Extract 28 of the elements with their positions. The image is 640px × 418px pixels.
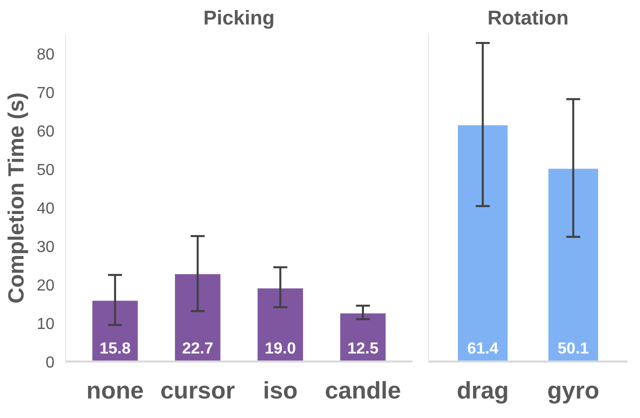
y-tick-label: 50 xyxy=(36,162,55,180)
bar xyxy=(340,313,386,362)
x-tick-label: cursor xyxy=(160,378,236,404)
data-label: 19.0 xyxy=(264,340,296,358)
y-tick-label: 20 xyxy=(36,278,55,295)
y-tick-label: 60 xyxy=(36,124,55,141)
x-tick-label: candle xyxy=(324,378,401,404)
bar xyxy=(258,288,304,362)
y-tick-label: 0 xyxy=(46,354,55,372)
y-tick-label: 40 xyxy=(36,200,55,218)
data-label: 22.7 xyxy=(182,340,214,358)
chart-title: Picking xyxy=(203,8,275,30)
data-label: 50.1 xyxy=(558,340,589,358)
x-tick-label: iso xyxy=(262,378,298,404)
x-tick-label: none xyxy=(86,378,144,404)
y-axis-title: Completion Time (s) xyxy=(4,92,29,304)
data-label: 15.8 xyxy=(100,340,131,358)
bar xyxy=(92,300,138,362)
x-tick-label: gyro xyxy=(547,378,600,404)
y-tick-label: 10 xyxy=(36,316,55,334)
x-tick-label: drag xyxy=(456,378,509,404)
bar xyxy=(174,274,220,362)
data-label: 12.5 xyxy=(347,340,379,358)
y-tick-label: 80 xyxy=(36,46,55,64)
chart-title: Rotation xyxy=(487,8,569,30)
data-label: 61.4 xyxy=(467,340,498,358)
y-tick-label: 30 xyxy=(36,239,55,256)
y-tick-label: 70 xyxy=(36,85,55,102)
